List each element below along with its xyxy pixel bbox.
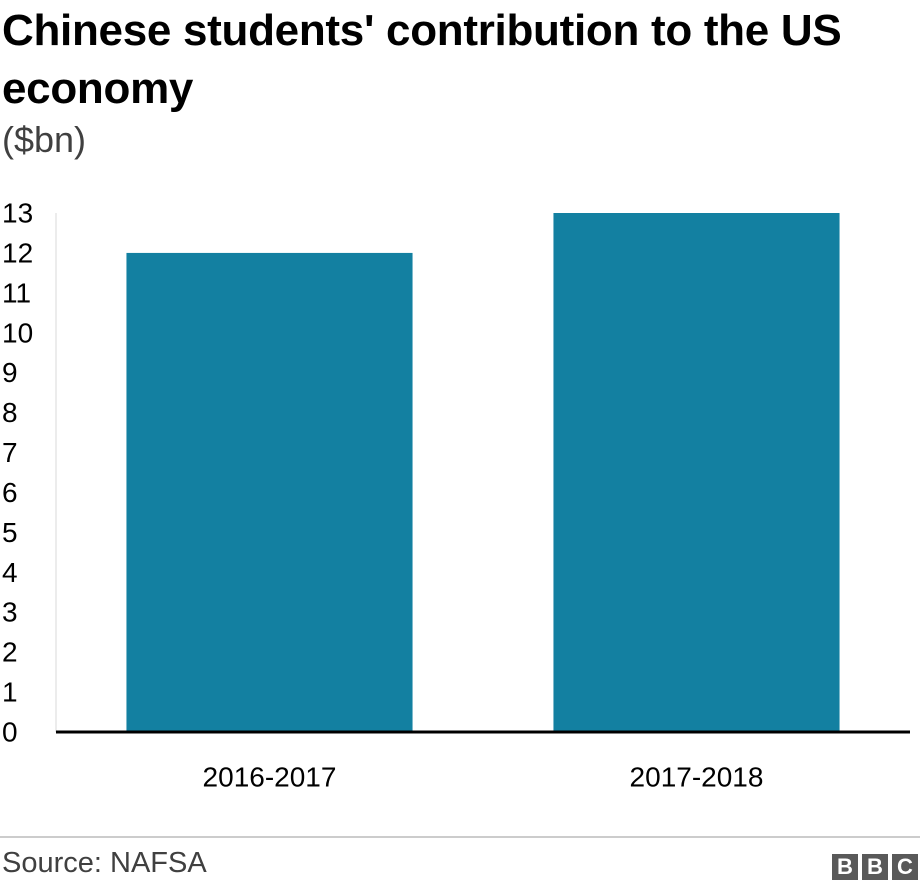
x-tick-label: 2017-2018 bbox=[630, 762, 764, 793]
y-tick-label: 0 bbox=[2, 717, 18, 748]
y-tick-label: 4 bbox=[2, 557, 18, 588]
source-note: Source: NAFSA bbox=[2, 847, 207, 879]
y-tick-label: 2 bbox=[2, 637, 18, 668]
x-tick-label: 2016-2017 bbox=[203, 762, 337, 793]
y-tick-label: 5 bbox=[2, 517, 18, 548]
footer-divider bbox=[0, 836, 920, 838]
y-tick-label: 3 bbox=[2, 597, 18, 628]
y-tick-label: 12 bbox=[2, 237, 33, 268]
bar bbox=[126, 252, 413, 732]
y-tick-label: 1 bbox=[2, 677, 18, 708]
chart-title: Chinese students' contribution to the US… bbox=[2, 6, 842, 113]
y-tick-label: 8 bbox=[2, 397, 18, 428]
bar bbox=[553, 213, 840, 732]
chart-subtitle: ($bn) bbox=[2, 119, 87, 160]
y-tick-label: 6 bbox=[2, 477, 18, 508]
bbc-logo-block: C bbox=[892, 854, 918, 880]
y-tick-label: 10 bbox=[2, 317, 33, 348]
y-tick-label: 13 bbox=[2, 198, 33, 229]
y-tick-label: 11 bbox=[2, 277, 31, 308]
y-tick-label: 9 bbox=[2, 357, 18, 388]
y-tick-label: 7 bbox=[2, 437, 18, 468]
bbc-logo: B B C bbox=[832, 854, 918, 880]
bbc-logo-block: B bbox=[832, 854, 858, 880]
bbc-logo-block: B bbox=[862, 854, 888, 880]
